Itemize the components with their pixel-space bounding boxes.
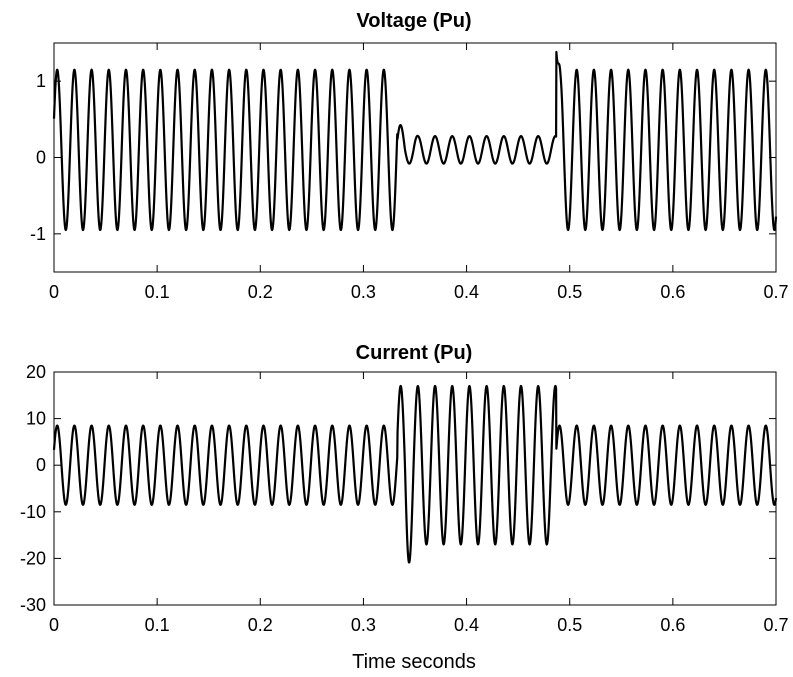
current-panel: Current (Pu) 0 0.1 0.2 0.3 0.4 0.5 0.6 0.7 -30-…: [20, 342, 789, 635]
voltage-x-tick-label: 0.6: [660, 282, 685, 302]
x-axis-label: Time seconds: [352, 651, 476, 673]
voltage-y-tick-label: 1: [36, 71, 46, 91]
voltage-x-tick-label: 0: [49, 282, 59, 302]
current-trace: [52, 384, 778, 564]
voltage-x-ticks: 0 0.1 0.2 0.3 0.4 0.5 0.6 0.7: [49, 43, 789, 302]
current-y-tick-label: 0: [36, 455, 46, 475]
current-x-tick-label: 0.2: [248, 615, 273, 635]
voltage-x-tick-label: 0.4: [454, 282, 479, 302]
voltage-x-tick-label: 0.7: [763, 282, 788, 302]
voltage-x-tick-label: 0.5: [557, 282, 582, 302]
current-x-tick-label: 0.3: [351, 615, 376, 635]
current-x-tick-label: 0.4: [454, 615, 479, 635]
voltage-x-tick-label: 0.2: [248, 282, 273, 302]
voltage-panel: Voltage (Pu) 0 0.1 0.2 0.3 0.4 0.5 0.6 0.7 -1 0 1: [30, 10, 789, 302]
voltage-x-tick-label: 0.1: [145, 282, 170, 302]
current-x-ticks: 0 0.1 0.2 0.3 0.4 0.5 0.6 0.7: [49, 372, 789, 635]
current-y-tick-label: 10: [26, 409, 46, 429]
current-x-tick-label: 0.6: [660, 615, 685, 635]
current-y-tick-label: -10: [20, 502, 46, 522]
voltage-y-tick-label: 0: [36, 148, 46, 168]
current-y-tick-label: -30: [20, 595, 46, 615]
current-x-tick-label: 0.5: [557, 615, 582, 635]
current-y-tick-label: -20: [20, 548, 46, 568]
current-y-ticks: -30 -20 -10 0 10 20: [20, 362, 776, 615]
current-title: Current (Pu): [356, 342, 473, 364]
voltage-title: Voltage (Pu): [356, 10, 471, 32]
voltage-trace: [52, 50, 778, 232]
voltage-plot-area: [53, 42, 777, 273]
current-x-tick-label: 0: [49, 615, 59, 635]
voltage-x-tick-label: 0.3: [351, 282, 376, 302]
current-x-tick-label: 0.1: [145, 615, 170, 635]
current-y-tick-label: 20: [26, 362, 46, 382]
voltage-y-tick-label: -1: [30, 224, 46, 244]
current-x-tick-label: 0.7: [763, 615, 788, 635]
